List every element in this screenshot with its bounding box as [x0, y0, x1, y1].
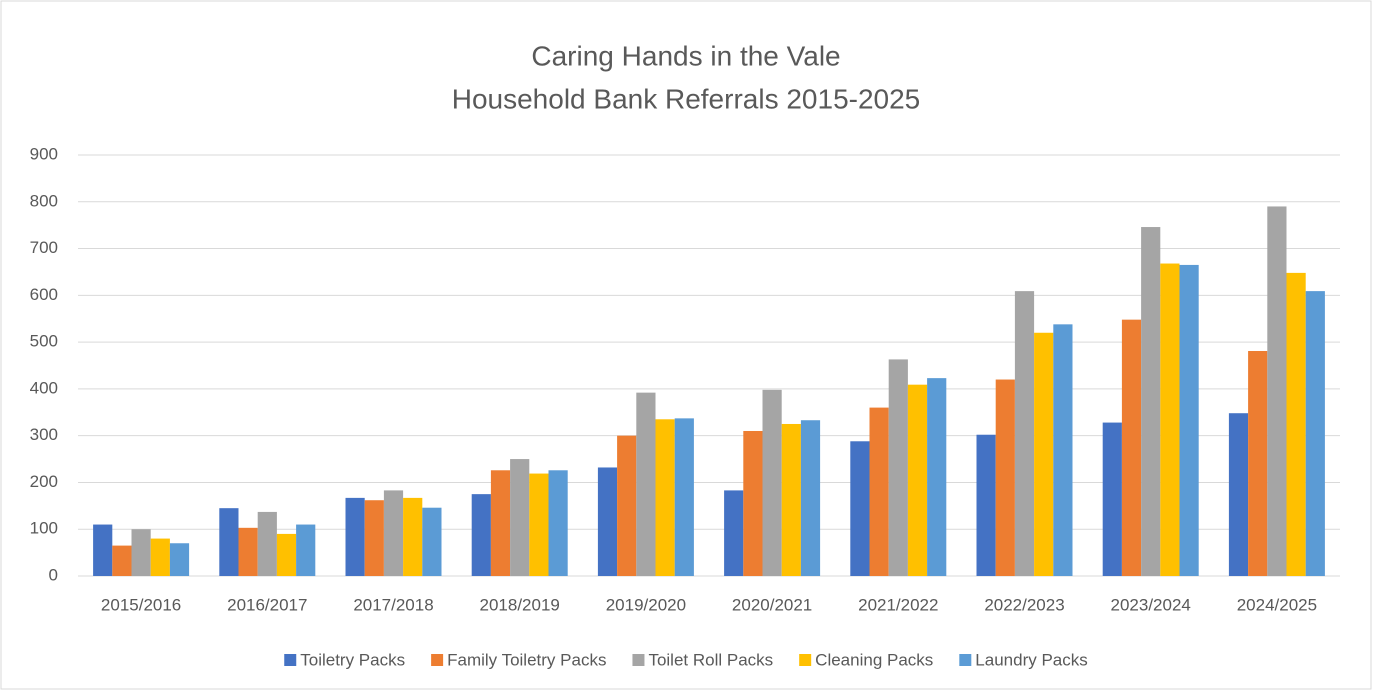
- bar: [131, 529, 151, 576]
- x-tick-label: 2021/2022: [858, 595, 938, 614]
- bar: [800, 420, 821, 576]
- bar: [219, 508, 239, 576]
- legend-label: Toiletry Packs: [300, 650, 405, 669]
- bar: [617, 435, 637, 576]
- bar: [1305, 291, 1325, 576]
- x-tick-label: 2022/2023: [984, 595, 1064, 614]
- legend-swatch: [632, 654, 645, 666]
- y-tick-label: 800: [30, 191, 58, 210]
- legend-swatch: [799, 654, 812, 666]
- bar: [510, 459, 530, 576]
- bar: [888, 359, 908, 576]
- bar: [403, 497, 423, 576]
- bar: [743, 430, 763, 576]
- bar: [150, 538, 170, 576]
- y-tick-label: 500: [30, 332, 58, 351]
- x-tick-label: 2024/2025: [1237, 595, 1317, 614]
- bar: [471, 494, 491, 576]
- y-tick-label: 100: [30, 519, 58, 538]
- x-tick-label: 2019/2020: [606, 595, 686, 614]
- bar: [597, 467, 618, 576]
- bar: [296, 524, 316, 576]
- bar: [1034, 332, 1054, 576]
- legend-swatch: [959, 654, 972, 666]
- bar: [674, 418, 694, 576]
- bar: [927, 378, 947, 576]
- y-tick-label: 600: [30, 285, 58, 304]
- x-tick-label: 2015/2016: [101, 595, 181, 614]
- bar: [169, 543, 190, 576]
- bar: [548, 470, 568, 576]
- bar: [781, 423, 801, 576]
- bar: [1228, 413, 1249, 576]
- bar: [1121, 319, 1142, 576]
- bar: [345, 497, 365, 576]
- x-tick-label: 2018/2019: [480, 595, 560, 614]
- y-tick-label: 400: [30, 378, 58, 397]
- bar: [907, 384, 928, 576]
- bar: [1014, 291, 1035, 576]
- legend-swatch: [284, 654, 297, 666]
- bar: [422, 507, 442, 576]
- legend-label: Family Toiletry Packs: [447, 650, 606, 669]
- bar: [238, 527, 258, 576]
- chart-subtitle: Household Bank Referrals 2015-2025: [452, 83, 921, 114]
- bar: [490, 470, 511, 576]
- y-tick-label: 200: [30, 472, 58, 491]
- bar: [1179, 264, 1199, 576]
- bar: [1053, 324, 1073, 576]
- bar: [636, 392, 656, 576]
- y-tick-label: 0: [49, 565, 58, 584]
- bar: [1141, 227, 1161, 576]
- bar: [655, 419, 675, 576]
- legend-label: Cleaning Packs: [815, 650, 933, 669]
- bar: [850, 441, 870, 576]
- chart-title: Caring Hands in the Vale: [531, 40, 840, 71]
- bar: [976, 434, 996, 576]
- bar: [1248, 350, 1268, 576]
- y-tick-label: 900: [30, 144, 58, 163]
- bar: [762, 389, 782, 576]
- x-tick-label: 2017/2018: [353, 595, 433, 614]
- bar: [383, 490, 404, 576]
- bar: [1160, 263, 1180, 576]
- legend-label: Toilet Roll Packs: [648, 650, 773, 669]
- x-tick-label: 2016/2017: [227, 595, 307, 614]
- bar: [93, 524, 113, 576]
- bar: [869, 407, 889, 576]
- bar: [995, 379, 1015, 576]
- x-tick-label: 2023/2024: [1111, 595, 1191, 614]
- bar: [1267, 206, 1287, 576]
- x-tick-label: 2020/2021: [732, 595, 812, 614]
- bar: [257, 511, 277, 576]
- bar: [1286, 272, 1306, 576]
- bar: [276, 533, 297, 576]
- y-tick-label: 300: [30, 425, 58, 444]
- bar: [112, 545, 132, 576]
- bar: [724, 490, 744, 576]
- legend-label: Laundry Packs: [975, 650, 1087, 669]
- bar: [1102, 422, 1122, 576]
- y-tick-label: 700: [30, 238, 58, 257]
- bar: [364, 500, 384, 576]
- bar: [529, 473, 549, 576]
- legend-swatch: [431, 654, 444, 666]
